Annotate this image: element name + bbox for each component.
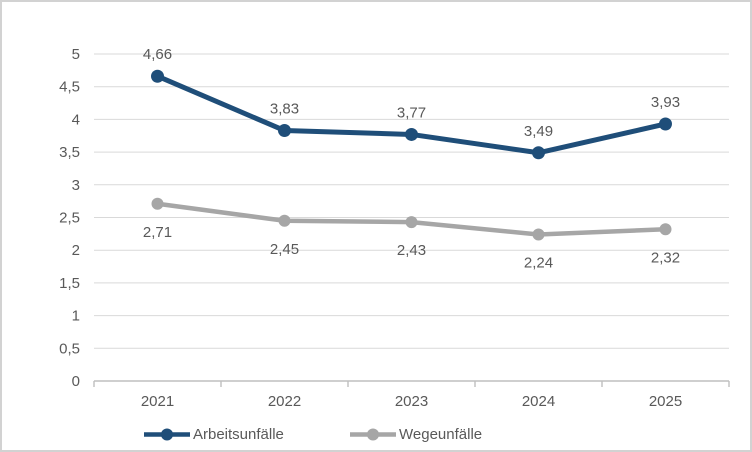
data-point-marker <box>532 146 545 160</box>
data-point-marker <box>405 127 418 141</box>
data-label: 2,24 <box>524 255 553 272</box>
data-point-marker <box>659 117 672 131</box>
y-axis-tick-label: 0,5 <box>59 340 80 357</box>
data-label: 4,66 <box>143 46 172 63</box>
y-axis-tick-label: 2 <box>72 242 80 259</box>
legend-label-arbeitsunfaelle: Arbeitsunfälle <box>193 425 284 443</box>
legend-line-marker-icon <box>350 428 396 440</box>
data-label: 2,32 <box>651 249 680 266</box>
y-axis-tick-label: 3,5 <box>59 144 80 161</box>
x-axis-tick-label: 2025 <box>649 393 682 410</box>
y-axis-tick-label: 4,5 <box>59 79 80 96</box>
y-axis-tick-label: 3 <box>72 177 80 194</box>
y-axis-tick-label: 2,5 <box>59 210 80 227</box>
legend-item-wegeunfaelle: Wegeunfälle <box>350 423 482 445</box>
y-axis-tick-label: 4 <box>72 111 80 128</box>
data-point-marker <box>532 228 545 241</box>
x-axis-tick-label: 2023 <box>395 393 428 410</box>
y-axis-tick-label: 1,5 <box>59 275 80 292</box>
data-point-marker <box>278 214 291 227</box>
y-axis-tick-label: 0 <box>72 373 80 390</box>
data-label: 2,45 <box>270 241 299 258</box>
data-label: 3,93 <box>651 94 680 111</box>
legend-line-marker-icon <box>144 428 190 440</box>
data-label: 3,49 <box>524 123 553 140</box>
data-label: 3,83 <box>270 101 299 118</box>
y-axis-tick-label: 5 <box>72 46 80 63</box>
data-point-marker <box>151 197 164 210</box>
data-label: 2,43 <box>397 242 426 259</box>
data-point-marker <box>151 69 164 83</box>
legend: Arbeitsunfälle Wegeunfälle <box>2 423 750 445</box>
legend-item-arbeitsunfaelle: Arbeitsunfälle <box>144 423 284 445</box>
data-label: 2,71 <box>143 224 172 241</box>
data-label: 3,77 <box>397 104 426 121</box>
x-axis-tick-label: 2021 <box>141 393 174 410</box>
legend-label-wegeunfaelle: Wegeunfälle <box>399 425 483 443</box>
data-point-marker <box>278 124 291 138</box>
y-axis-tick-label: 1 <box>72 308 80 325</box>
x-axis-tick-label: 2022 <box>268 393 301 410</box>
x-axis-tick-label: 2024 <box>522 393 555 410</box>
data-point-marker <box>659 223 672 236</box>
data-point-marker <box>405 216 418 229</box>
